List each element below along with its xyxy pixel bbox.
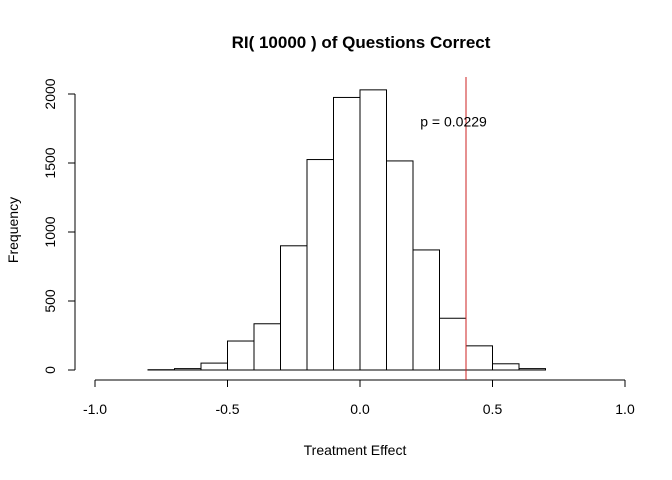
- histogram-bar: [253, 323, 281, 371]
- y-tick-label: 500: [42, 289, 58, 313]
- chart-title: RI( 10000 ) of Questions Correct: [232, 33, 491, 52]
- x-tick-label: 0.0: [350, 401, 370, 417]
- histogram-bar: [359, 89, 387, 371]
- p-value-annotation: p = 0.0229: [420, 114, 487, 130]
- histogram-bar: [518, 368, 546, 371]
- histogram-bar: [439, 317, 467, 371]
- x-axis-label: Treatment Effect: [304, 442, 407, 458]
- histogram-bar: [306, 159, 334, 371]
- histogram-bar: [386, 160, 414, 371]
- x-axis: -1.0 -0.5 0.0 0.5 1.0: [83, 379, 635, 417]
- y-tick-label: 1000: [42, 216, 58, 247]
- histogram-bar: [492, 363, 520, 371]
- x-tick-label: -1.0: [83, 401, 107, 417]
- histogram-bar: [333, 96, 361, 371]
- y-axis: 0 500 1000 1500 2000: [42, 78, 76, 374]
- histogram-bar: [412, 249, 440, 371]
- x-tick-label: 1.0: [615, 401, 635, 417]
- histogram-bars: [147, 89, 546, 371]
- histogram-bar: [227, 340, 255, 371]
- x-tick-label: -0.5: [215, 401, 239, 417]
- y-axis-label: Frequency: [5, 197, 21, 263]
- histogram-bar: [200, 362, 228, 371]
- histogram-bar: [280, 245, 308, 371]
- histogram-bar: [465, 345, 493, 371]
- y-tick-label: 1500: [42, 147, 58, 178]
- y-tick-label: 2000: [42, 78, 58, 109]
- y-tick-label: 0: [42, 366, 58, 374]
- histogram-bar: [174, 368, 202, 371]
- x-tick-label: 0.5: [483, 401, 503, 417]
